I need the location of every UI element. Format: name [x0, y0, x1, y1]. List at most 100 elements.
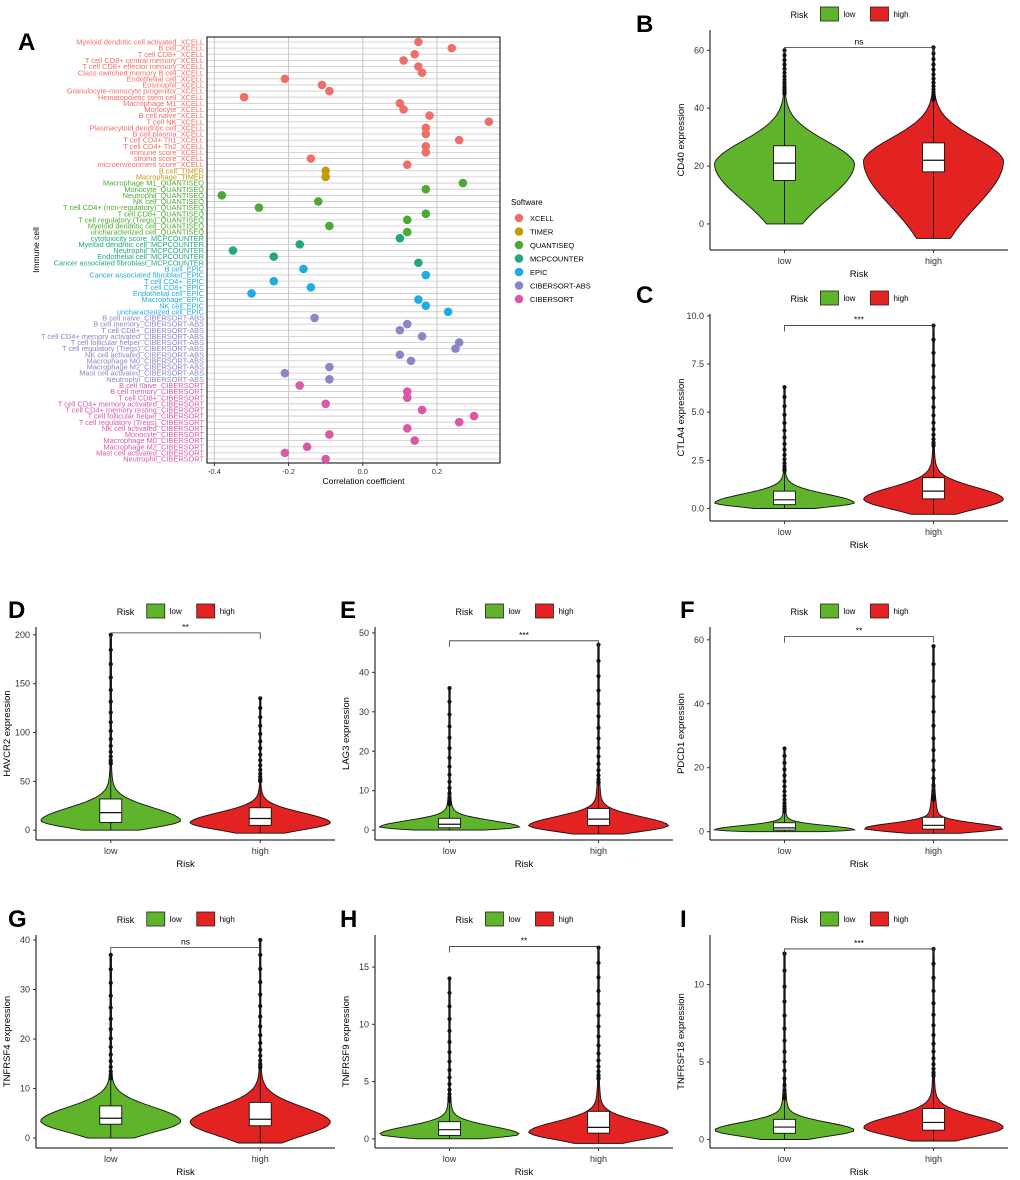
x-tick-label-low: low — [443, 846, 457, 856]
immune-cell-label: Monocyte_QUANTISEQ — [124, 185, 204, 194]
panel-c: C Risk low high 0.0 2.5 5.0 7.5 10.0 low high Risk C… — [636, 282, 1008, 551]
outlier-point — [108, 967, 113, 972]
legend-swatch-quantiseq — [514, 240, 524, 250]
outlier-point — [596, 777, 601, 782]
box-high — [248, 1101, 272, 1127]
y-tick-label: 50 — [20, 776, 30, 786]
point-immune-score-xcell — [421, 148, 431, 157]
y-tick-label: 10 — [359, 1019, 369, 1029]
point-cytotoxicity-score-mcpcounter — [395, 233, 405, 243]
outlier-point — [258, 752, 263, 757]
outlier-point — [931, 1032, 936, 1038]
y-tick-label: 0 — [699, 1134, 704, 1144]
legend-label-low: low — [843, 607, 855, 616]
immune-cell-label: NK cell_QUANTISEQ — [133, 197, 204, 206]
outlier-point — [782, 797, 787, 802]
point-neutrophil-cibersort-abs — [325, 374, 334, 384]
outlier-point — [447, 795, 452, 800]
x-tick-label: -0.2 — [282, 467, 295, 476]
outlier-point — [596, 701, 601, 706]
outlier-point — [931, 440, 936, 445]
outlier-point — [447, 724, 452, 729]
immune-cell-label: Endothelial cell_MCPCOUNTER — [97, 252, 204, 261]
outlier-point — [447, 712, 452, 717]
legend-swatch-high — [196, 911, 216, 927]
outlier-point — [931, 51, 936, 56]
y-axis-title: TNFRSF4 expression — [2, 996, 13, 1087]
outlier-point — [447, 1087, 452, 1092]
outlier-point — [782, 77, 787, 82]
outlier-point — [596, 714, 601, 719]
legend-swatch-cibersort-abs — [514, 281, 524, 290]
point-cancer-associated-fibroblast-mcpcounter — [414, 258, 423, 268]
outlier-point — [931, 404, 936, 410]
y-tick-label: 20 — [694, 161, 704, 171]
outlier-point — [108, 728, 113, 734]
outlier-point — [447, 1039, 452, 1045]
point-nk-cell-quantiseq — [313, 197, 323, 206]
panel-letter: D — [8, 597, 25, 624]
immune-cell-label: Neutrophil_CIBERSORT-ABS — [106, 375, 204, 384]
point-t-cell-cd8-epic — [306, 282, 316, 292]
immune-cell-label: T cell follicular helper_CIBERSORT-ABS — [71, 338, 204, 347]
point-t-cell-regulatory-tregs-cibersort — [454, 417, 464, 427]
panel-e: E Risk low high 0 10 20 30 40 50 low high Risk LAG3 e… — [340, 597, 673, 870]
outlier-point — [447, 1016, 452, 1022]
outlier-point — [782, 1059, 787, 1064]
point-b-cell-naive-cibersort — [295, 381, 305, 390]
x-tick-label-high: high — [252, 1154, 269, 1164]
legend-swatch-low — [820, 6, 839, 22]
significance-label: *** — [854, 315, 865, 325]
outlier-point — [447, 798, 452, 804]
outlier-point — [782, 746, 787, 751]
outlier-point — [596, 1043, 601, 1048]
immune-cell-label: Neutrophil_QUANTISEQ — [123, 191, 205, 200]
outlier-point — [108, 749, 113, 754]
point-b-cell-xcell — [447, 43, 457, 53]
outlier-point — [596, 988, 601, 994]
outlier-point — [782, 394, 787, 400]
immune-cell-label: Class-switched memory B cell_XCELL — [78, 68, 204, 77]
point-mast-cell-activated-cibersort — [280, 448, 290, 458]
outlier-point — [931, 1012, 936, 1017]
outlier-point — [447, 1081, 452, 1087]
outlier-point — [108, 736, 113, 742]
outlier-point — [596, 674, 601, 679]
outlier-point — [931, 988, 936, 994]
outlier-point — [782, 452, 787, 457]
significance-bracket — [449, 640, 599, 647]
legend-title: Risk — [790, 607, 808, 617]
y-tick-label: 0.0 — [691, 503, 704, 513]
immune-cell-label: immune score_XCELL — [130, 148, 204, 157]
outlier-point — [258, 980, 263, 985]
outlier-point — [782, 62, 787, 67]
immune-cell-label: Eosinophil_XCELL — [142, 81, 204, 90]
outlier-point — [931, 747, 936, 753]
point-b-cell-plasma-xcell — [421, 129, 431, 139]
outlier-point — [258, 1062, 263, 1067]
y-tick-label: 5.0 — [691, 407, 704, 417]
immune-cell-label: T cell CD8+_XCELL — [138, 50, 204, 59]
outlier-point — [447, 791, 452, 796]
legend-label-high: high — [220, 915, 235, 924]
outlier-point — [258, 952, 263, 957]
point-macrophage-m0-cibersort — [410, 436, 419, 445]
box-high — [587, 1110, 610, 1134]
point-endothelial-cell-epic — [247, 289, 256, 298]
outlier-point — [108, 1044, 113, 1050]
outlier-point — [782, 1026, 787, 1031]
y-axis-title: PDCD1 expression — [676, 693, 687, 774]
immune-cell-label: B cell memory_CIBERSORT-ABS — [93, 320, 204, 329]
outlier-point — [931, 709, 936, 714]
outlier-point — [447, 779, 452, 784]
legend-title: Risk — [790, 915, 808, 925]
immune-cell-label: T cell CD4+ memory resting_CIBERSORT — [65, 406, 204, 415]
outlier-point — [108, 993, 113, 998]
legend-label-low: low — [508, 915, 520, 924]
y-tick-label: 20 — [359, 746, 369, 756]
immune-cell-label: B cell naive_CIBERSORT — [119, 381, 204, 390]
outlier-point — [782, 74, 787, 79]
outlier-point — [447, 1050, 452, 1055]
outlier-point — [782, 789, 787, 794]
